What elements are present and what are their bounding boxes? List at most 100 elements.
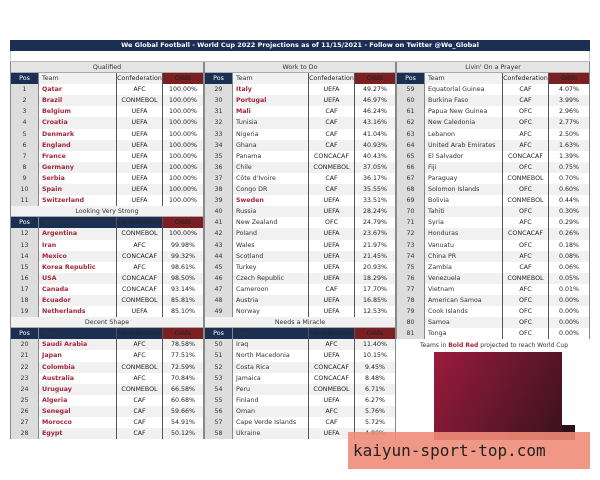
odds-cell: 93.14% [170, 285, 195, 293]
confederation-cell: CONCACAF [117, 283, 163, 295]
team-cell: Turkey [233, 261, 309, 273]
team-cell: Vanuatu [425, 239, 503, 251]
odds-cell: 0.01% [558, 285, 579, 293]
team-cell: Serbia [39, 172, 117, 185]
column-header-row: Pos Team Confederation Odds [11, 217, 203, 229]
odds-cell: 0.00% [558, 319, 579, 327]
pos-cell: 77 [397, 283, 425, 295]
table-row: 48 Austria UEFA 16.85% [205, 294, 395, 307]
confederation-cell: UEFA [309, 95, 355, 107]
pos-cell: 45 [205, 261, 233, 273]
confederation-cell: CONCACAF [309, 361, 355, 373]
pos-cell: 49 [205, 306, 233, 318]
header-team: Team [39, 217, 117, 229]
pos-cell: 4 [11, 117, 39, 129]
odds-cell: 35.55% [362, 186, 387, 194]
confederation-cell: CONMEBOL [117, 228, 163, 240]
odds-cell: 0.44% [558, 197, 579, 205]
team-cell: Ukraine [233, 428, 309, 440]
header-odds: Odds [355, 73, 395, 85]
confederation-cell: UEFA [117, 128, 163, 140]
table-row: 32 Tunisia CAF 43.16% [205, 117, 395, 129]
table-row: 19 Netherlands UEFA 85.10% [11, 306, 203, 318]
pos-cell: 34 [205, 139, 233, 151]
table-row: 68 Solomon Islands OFC 0.60% [397, 184, 589, 196]
table-row: 40 Russia UEFA 28.24% [205, 206, 395, 218]
odds-cell: 66.58% [170, 385, 195, 393]
table-row: 33 Nigeria CAF 41.04% [205, 128, 395, 140]
confederation-cell: OFC [503, 106, 549, 118]
confederation-cell: OFC [503, 161, 549, 173]
team-cell: Czech Republic [233, 272, 309, 284]
odds-cell: 98.61% [170, 263, 195, 271]
odds-cell: 77.51% [170, 352, 195, 360]
table-row: 72 Honduras CONCACAF 0.26% [397, 228, 589, 240]
team-cell: Belgium [39, 106, 117, 118]
pos-cell: 57 [205, 417, 233, 429]
team-cell: Qatar [39, 84, 117, 96]
confederation-cell: CONMEBOL [117, 383, 163, 395]
odds-cell: 23.67% [362, 230, 387, 238]
header-conf: Confederation [117, 73, 163, 85]
header-odds: Odds [163, 328, 203, 340]
team-cell: Croatia [39, 117, 117, 129]
confederation-cell: CAF [503, 261, 549, 273]
team-cell: Morocco [39, 417, 117, 429]
team-cell: USA [39, 272, 117, 284]
confederation-cell: CONMEBOL [309, 161, 355, 173]
odds-cell: 0.60% [558, 186, 579, 194]
pos-cell: 62 [397, 117, 425, 129]
blank-row [10, 51, 590, 62]
confederation-cell: UEFA [117, 161, 163, 173]
table-row: 66 Fiji OFC 0.75% [397, 161, 589, 173]
pos-cell: 11 [11, 195, 39, 207]
odds-cell: 0.26% [558, 230, 579, 238]
table-row: 12 Argentina CONMEBOL 100.00% [11, 228, 203, 240]
table-row: 52 Costa Rica CONCACAF 9.45% [205, 361, 395, 373]
confederation-cell: OFC [503, 206, 549, 218]
odds-cell: 9.45% [364, 363, 385, 371]
table-row: 65 El Salvador CONCACAF 1.39% [397, 150, 589, 162]
pos-cell: 76 [397, 272, 425, 284]
confederation-cell: CONMEBOL [117, 95, 163, 107]
pos-cell: 6 [11, 139, 39, 151]
odds-cell: 46.24% [362, 108, 387, 116]
team-cell: Fiji [425, 161, 503, 173]
table-row: 35 Panama CONCACAF 40.43% [205, 150, 395, 162]
table-row: 29 Italy UEFA 49.27% [205, 84, 395, 96]
confederation-cell: CONCACAF [117, 250, 163, 262]
pos-cell: 43 [205, 239, 233, 251]
odds-cell: 17.70% [362, 285, 387, 293]
table-row: 49 Norway UEFA 12.53% [205, 306, 395, 318]
odds-cell: 0.00% [558, 308, 579, 316]
confederation-cell: AFC [117, 239, 163, 251]
confederation-cell: CONCACAF [117, 272, 163, 284]
pos-cell: 10 [11, 184, 39, 196]
table-row: 57 Cape Verde Islands CAF 5.72% [205, 417, 395, 429]
team-cell: Iran [39, 239, 117, 251]
table-row: 51 North Macedonia UEFA 10.15% [205, 350, 395, 362]
table-row: 11 Switzerland UEFA 100.00% [11, 195, 203, 207]
confederation-cell: UEFA [309, 261, 355, 273]
team-cell: United Arab Emirates [425, 139, 503, 151]
odds-cell: 37.05% [362, 163, 387, 171]
confederation-cell: AFC [503, 250, 549, 262]
confederation-cell: UEFA [309, 306, 355, 318]
column-right: Livin' On a Prayer Pos Team Confederation Od… [396, 62, 590, 340]
pos-cell: 42 [205, 228, 233, 240]
header-conf: Confederation [309, 328, 355, 340]
table-row: 41 New Zealand OFC 24.79% [205, 217, 395, 229]
table-row: 20 Saudi Arabia AFC 78.58% [11, 339, 203, 351]
pos-cell: 12 [11, 228, 39, 240]
pos-cell: 59 [397, 84, 425, 96]
team-cell: Mexico [39, 250, 117, 262]
odds-cell: 2.96% [558, 108, 579, 116]
team-cell: Burkina Faso [425, 95, 503, 107]
pos-cell: 78 [397, 294, 425, 307]
header-odds: Odds [549, 73, 589, 85]
pos-cell: 40 [205, 206, 233, 218]
odds-cell: 2.50% [558, 130, 579, 138]
confederation-cell: AFC [503, 283, 549, 295]
odds-cell: 5.76% [364, 407, 385, 415]
table-row: 18 Ecuador CONMEBOL 85.81% [11, 294, 203, 307]
